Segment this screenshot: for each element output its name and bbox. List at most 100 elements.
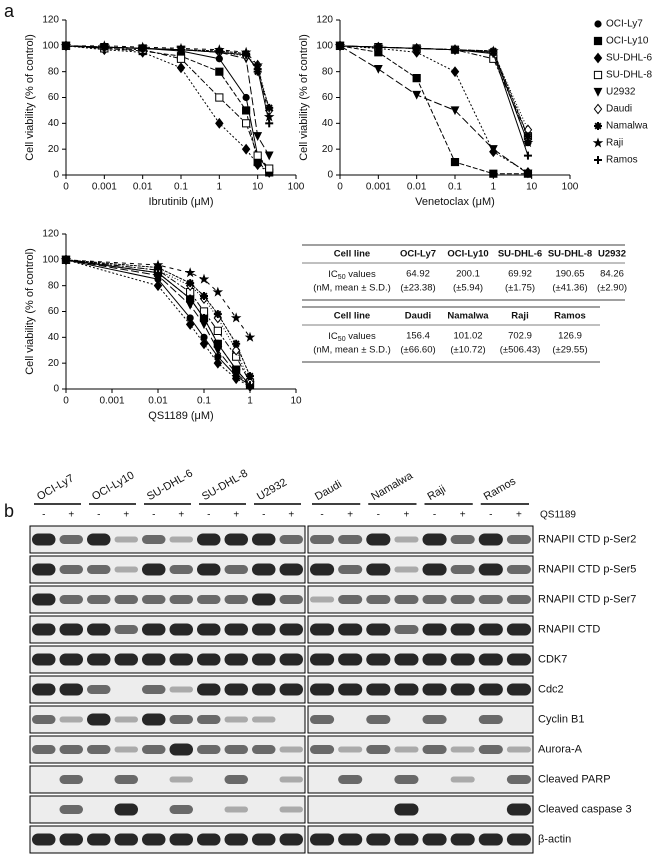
table-value: 64.92: [406, 269, 430, 280]
marker-shape: [594, 20, 602, 28]
band: [197, 715, 221, 724]
band: [224, 565, 248, 574]
x-tick-label: 0.01: [148, 396, 168, 407]
band: [114, 595, 138, 604]
band: [224, 653, 248, 666]
series-line: [65, 45, 270, 124]
treatment-sign: -: [152, 510, 155, 521]
band: [450, 623, 475, 636]
marker-shape: [253, 151, 262, 160]
band: [169, 833, 193, 846]
y-axis-label: Cell viability (% of control): [298, 34, 310, 161]
band: [450, 595, 475, 604]
x-tick-label: 1: [491, 182, 497, 193]
data-point: [489, 169, 498, 178]
band: [279, 776, 303, 783]
legend-label: Namalwa: [606, 121, 648, 132]
y-tick-label: 20: [48, 144, 60, 155]
data-point: [213, 357, 223, 369]
data-point: [412, 44, 421, 53]
marker-shape: [523, 169, 533, 179]
marker-shape: [199, 338, 209, 350]
band: [394, 595, 419, 604]
table-value: 101.02: [453, 331, 482, 342]
band: [310, 535, 335, 544]
table-value: 84.26: [600, 269, 624, 280]
band: [252, 683, 276, 696]
x-tick-label: 0: [337, 182, 343, 193]
treatment-sign: -: [433, 510, 436, 521]
band: [478, 595, 503, 604]
band: [197, 653, 221, 666]
treatment-sign: +: [123, 510, 129, 521]
band: [169, 536, 193, 543]
band: [310, 623, 335, 636]
data-point: [153, 280, 163, 292]
treatment-sign: -: [207, 510, 210, 521]
legend-marker: [594, 122, 602, 130]
table-header: Namalwa: [447, 311, 489, 322]
marker-shape: [242, 119, 251, 128]
table-sd: (±66.60): [400, 345, 435, 356]
marker-shape: [198, 273, 210, 284]
band: [279, 653, 303, 666]
band: [59, 535, 83, 544]
x-tick-label: 0.01: [407, 182, 427, 193]
row-label-part: 50: [338, 336, 346, 343]
band: [59, 595, 83, 604]
x-tick-label: 100: [288, 182, 305, 193]
band: [252, 563, 276, 576]
table-sd: (±5.94): [453, 283, 483, 294]
band: [338, 623, 363, 636]
band: [450, 746, 475, 753]
row-label-part: values: [346, 331, 376, 342]
marker-shape: [200, 292, 208, 300]
legend-marker: [594, 156, 602, 164]
marker-shape: [241, 143, 251, 155]
band: [422, 623, 447, 636]
band: [224, 716, 248, 723]
cell-line-label: OCI-Ly7: [35, 472, 76, 503]
band: [366, 623, 391, 636]
marker-shape: [412, 74, 421, 83]
band: [366, 533, 391, 546]
data-point: [264, 151, 274, 161]
row-label: Cdc2: [538, 683, 564, 695]
band: [423, 808, 447, 811]
band: [32, 653, 56, 666]
x-axis-label: Ibrutinib (μM): [148, 196, 213, 208]
band: [394, 625, 419, 634]
marker-shape: [373, 64, 383, 74]
band: [142, 563, 166, 576]
band: [507, 718, 531, 721]
band: [506, 565, 531, 574]
treatment-sign: +: [347, 510, 353, 521]
data-point: [177, 45, 185, 54]
band: [32, 623, 56, 636]
treatment-label: QS1189: [540, 510, 576, 521]
band: [32, 715, 56, 724]
legend-label: Ramos: [606, 155, 638, 166]
band: [366, 715, 391, 724]
band: [114, 625, 138, 634]
data-point: [230, 312, 242, 323]
marker-shape: [231, 373, 241, 385]
band: [478, 715, 503, 724]
treatment-sign: +: [178, 510, 184, 521]
data-point: [198, 273, 210, 284]
band: [252, 745, 276, 754]
data-point: [232, 365, 241, 374]
band: [114, 833, 138, 846]
marker-shape: [153, 280, 163, 292]
band: [142, 653, 166, 666]
data-point: [253, 132, 263, 141]
band: [479, 808, 503, 811]
table-header: OCI-Ly10: [447, 249, 488, 260]
series-line: [65, 45, 270, 173]
data-point: [253, 65, 262, 74]
table-sd: (±1.75): [505, 283, 535, 294]
x-tick-label: 1: [217, 182, 223, 193]
x-tick-label: 0.1: [448, 182, 462, 193]
data-point: [253, 151, 262, 160]
y-tick-label: 20: [48, 358, 60, 369]
